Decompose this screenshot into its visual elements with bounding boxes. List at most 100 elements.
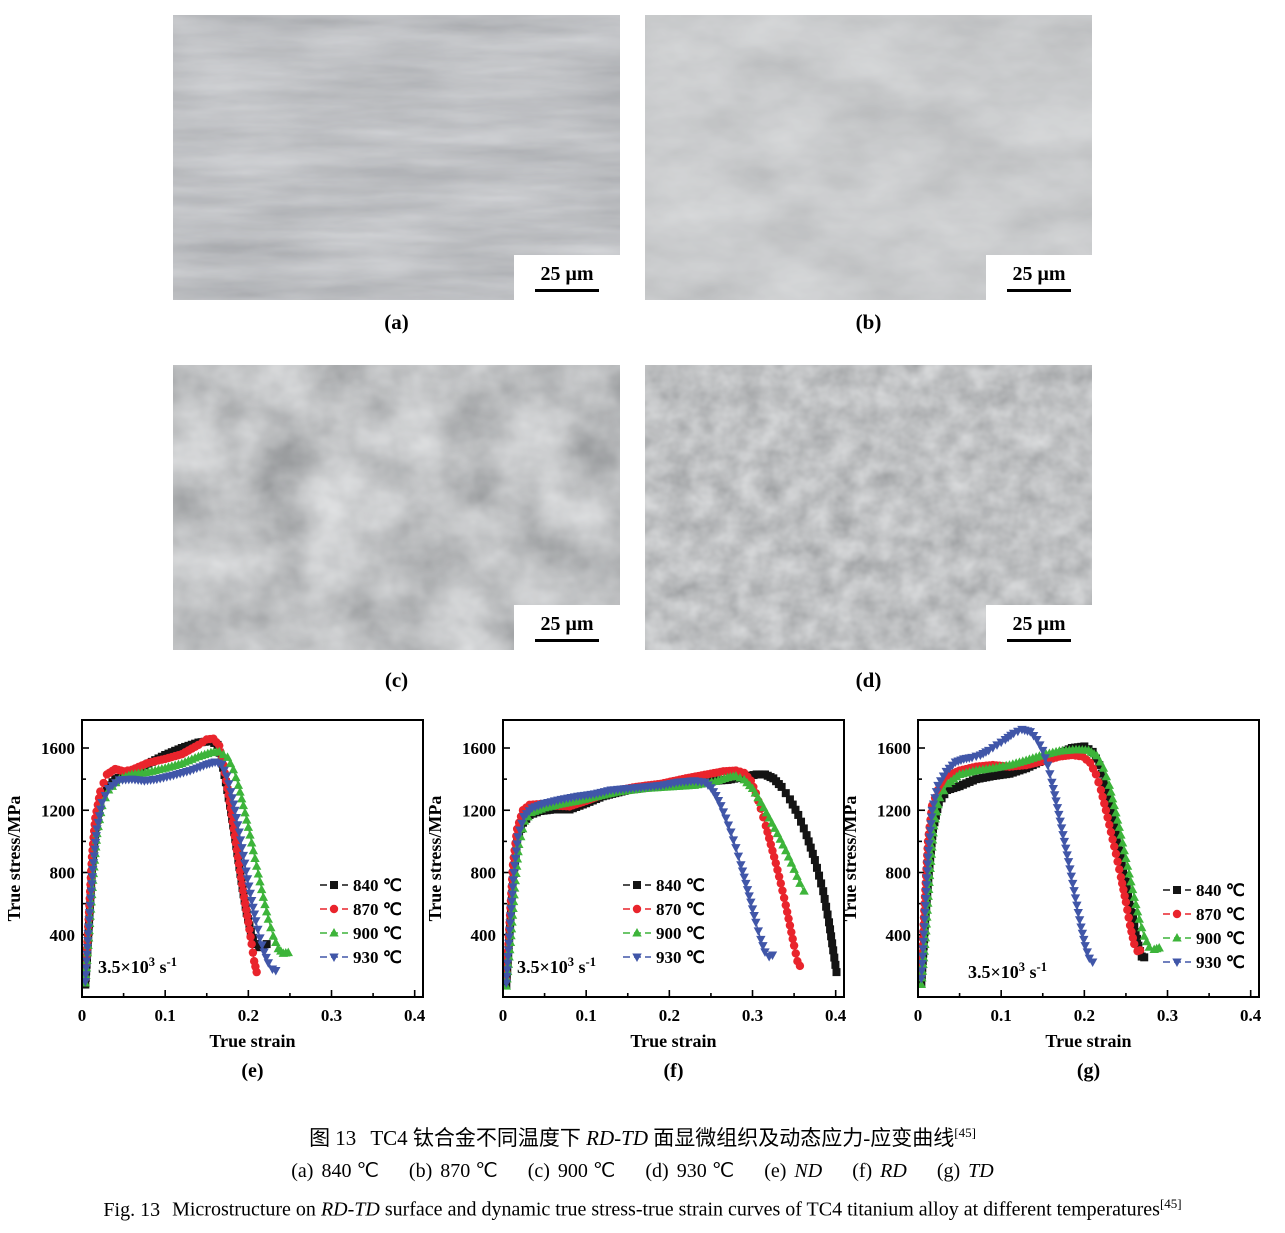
- y-tick-label: 400: [50, 926, 76, 945]
- subcaption-f: (f) RD: [852, 1160, 907, 1182]
- x-tick-label: 0.3: [1157, 1006, 1178, 1025]
- caption-chinese-text-1: TC4 钛合金不同温度下: [370, 1126, 587, 1150]
- legend-label: 900 ℃: [656, 924, 705, 943]
- y-tick-label: 800: [886, 864, 912, 883]
- y-tick-label: 1600: [462, 739, 496, 758]
- x-tick-label: 0.4: [825, 1006, 847, 1025]
- subcaption-g: (g) TD: [936, 1160, 994, 1182]
- y-tick-label: 800: [471, 864, 497, 883]
- scale-bar-label: 25 μm: [1012, 612, 1066, 635]
- legend-label: 870 ℃: [353, 900, 402, 919]
- scale-bar-line: [535, 288, 599, 292]
- x-tick-label: 0.1: [991, 1006, 1012, 1025]
- legend-label: 840 ℃: [656, 876, 705, 895]
- x-tick-label: 0: [499, 1006, 508, 1025]
- subcaption-e: (e) ND: [764, 1160, 823, 1182]
- caption-english-text-1: Microstructure on: [172, 1198, 321, 1221]
- scale-bar: 25 μm: [986, 605, 1092, 650]
- legend-label: 900 ℃: [1196, 929, 1245, 948]
- caption-chinese-reference: [45]: [954, 1125, 976, 1140]
- scale-bar-label: 25 μm: [1012, 262, 1066, 285]
- caption-english: Fig. 13 Microstructure on RD-TD surface a…: [0, 1196, 1285, 1222]
- y-axis-label: True stress/MPa: [4, 796, 24, 922]
- micrograph-d-texture: [645, 365, 1092, 650]
- y-axis-label: True stress/MPa: [425, 796, 445, 922]
- scale-bar-line: [535, 638, 599, 642]
- x-axis-label: True strain: [630, 1031, 716, 1051]
- series-930 ℃: [919, 725, 1098, 984]
- subcaption-b: (b) 870 ℃: [408, 1160, 498, 1182]
- y-tick-label: 1200: [41, 801, 75, 820]
- panel-label-b: (b): [855, 310, 882, 334]
- x-tick-label: 0.3: [321, 1006, 342, 1025]
- plot-box: [502, 719, 845, 998]
- series-930 ℃: [83, 758, 281, 987]
- plot-box: [81, 719, 424, 998]
- y-tick-label: 1200: [877, 801, 911, 820]
- caption-subpanels: (a) 840 ℃ (b) 870 ℃ (c) 900 ℃ (d) 930 ℃ (e) ND (f)…: [0, 1158, 1285, 1183]
- chart-panel-label: (f): [664, 1060, 684, 1082]
- caption-english-italic: RD-TD: [320, 1198, 380, 1221]
- scale-bar-line: [1007, 288, 1071, 292]
- micrograph-a: 25 μm: [173, 15, 620, 300]
- caption-chinese-number: 图 13: [309, 1126, 357, 1150]
- caption-english-reference: [45]: [1159, 1196, 1182, 1211]
- legend-label: 840 ℃: [353, 876, 402, 895]
- legend-label: 870 ℃: [656, 900, 705, 919]
- subcaption-c: (c) 900 ℃: [527, 1160, 616, 1182]
- panel-label-c: (c): [384, 668, 409, 692]
- caption-english-number: Fig. 13: [103, 1198, 161, 1221]
- y-tick-label: 800: [50, 864, 76, 883]
- y-axis-label: True stress/MPa: [840, 796, 860, 922]
- caption-chinese: 图 13 TC4 钛合金不同温度下 RD-TD 面显微组织及动态应力-应变曲线[4…: [0, 1122, 1285, 1152]
- stress-strain-chart-e: 0 0.1 0.2 0.3 0.4 400 800 1200 1600 True strain Tr…: [4, 710, 454, 1082]
- legend: 840 ℃ 870 ℃ 900 ℃ 930 ℃: [1163, 881, 1245, 972]
- scale-bar: 25 μm: [514, 255, 620, 300]
- micrograph-b: 25 μm: [645, 15, 1092, 300]
- scale-bar-label: 25 μm: [540, 262, 594, 285]
- legend: 840 ℃ 870 ℃ 900 ℃ 930 ℃: [623, 876, 705, 967]
- chart-svg: 0 0.1 0.2 0.3 0.4 400 800 1200 1600 True strain Tr…: [4, 719, 426, 1082]
- x-axis-label: True strain: [1045, 1031, 1131, 1051]
- scale-bar-line: [1007, 638, 1071, 642]
- y-tick-label: 400: [471, 926, 497, 945]
- chart-svg: 0 0.1 0.2 0.3 0.4 400 800 1200 1600 True strain Tr…: [425, 719, 847, 1082]
- legend-label: 840 ℃: [1196, 881, 1245, 900]
- scale-bar: 25 μm: [514, 605, 620, 650]
- subcaption-d: (d) 930 ℃: [645, 1160, 735, 1182]
- y-tick-label: 400: [886, 926, 912, 945]
- chart-svg: 0 0.1 0.2 0.3 0.4 400 800 1200 1600 True strain Tr…: [840, 719, 1262, 1082]
- micrograph-d: 25 μm: [645, 365, 1092, 650]
- scale-bar-label: 25 μm: [540, 612, 594, 635]
- plot-box: [917, 719, 1260, 998]
- strain-rate-annotation: 3.5×103 s-1: [98, 955, 177, 977]
- x-tick-label: 0.2: [1074, 1006, 1095, 1025]
- legend-label: 900 ℃: [353, 924, 402, 943]
- series-900 ℃: [919, 744, 1164, 989]
- strain-rate-annotation: 3.5×103 s-1: [968, 960, 1047, 982]
- chart-panel-label: (g): [1077, 1060, 1100, 1082]
- x-tick-label: 0.2: [238, 1006, 259, 1025]
- micrograph-c-texture: [173, 365, 620, 650]
- x-tick-label: 0.4: [1240, 1006, 1262, 1025]
- x-tick-label: 0.4: [404, 1006, 426, 1025]
- x-tick-label: 0.1: [576, 1006, 597, 1025]
- chart-panel-label: (e): [241, 1060, 263, 1082]
- caption-chinese-italic: RD-TD: [586, 1126, 648, 1150]
- caption-english-text-2: surface and dynamic true stress-true str…: [379, 1198, 1160, 1221]
- micrograph-c: 25 μm: [173, 365, 620, 650]
- strain-rate-annotation: 3.5×103 s-1: [517, 955, 596, 977]
- legend-label: 870 ℃: [1196, 905, 1245, 924]
- x-tick-label: 0.3: [742, 1006, 763, 1025]
- legend-label: 930 ℃: [353, 948, 402, 967]
- legend-label: 930 ℃: [1196, 953, 1245, 972]
- scale-bar: 25 μm: [986, 255, 1092, 300]
- x-tick-label: 0.1: [155, 1006, 176, 1025]
- subcaption-a: (a) 840 ℃: [291, 1160, 379, 1182]
- y-tick-label: 1600: [41, 739, 75, 758]
- x-tick-label: 0.2: [659, 1006, 680, 1025]
- caption-chinese-text-2: 面显微组织及动态应力-应变曲线: [648, 1126, 955, 1150]
- panel-label-a: (a): [384, 310, 409, 334]
- stress-strain-chart-g: 0 0.1 0.2 0.3 0.4 400 800 1200 1600 True strain Tr…: [840, 710, 1285, 1082]
